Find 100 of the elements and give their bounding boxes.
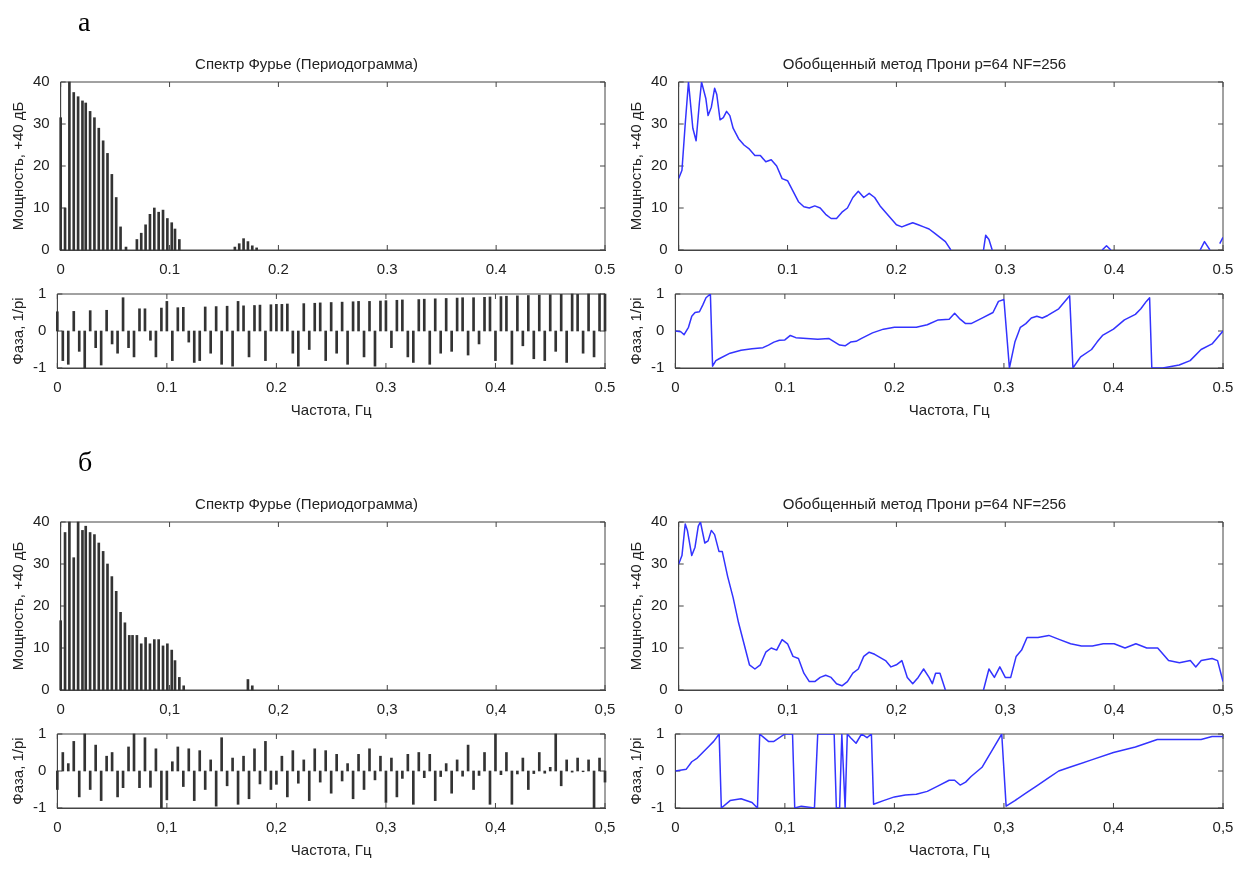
bar xyxy=(93,117,96,251)
bar xyxy=(231,757,234,772)
bar xyxy=(203,306,207,332)
bar xyxy=(444,298,448,332)
x-tick-label: 0,5 xyxy=(594,818,616,836)
bar xyxy=(516,295,519,332)
bar xyxy=(275,770,278,785)
bar xyxy=(390,330,393,348)
y-tick-label: 30 xyxy=(651,114,668,132)
bar xyxy=(181,770,185,787)
bar xyxy=(192,330,196,363)
bar xyxy=(131,635,134,691)
y-tick-label: 30 xyxy=(33,554,50,572)
bar xyxy=(472,297,475,332)
bar xyxy=(346,763,349,772)
y-tick-label: 0 xyxy=(659,240,668,258)
bar xyxy=(318,770,322,783)
x-tick-label: 0 xyxy=(53,818,62,836)
bar xyxy=(379,300,382,332)
bar xyxy=(93,534,96,691)
bar xyxy=(144,224,147,251)
bar xyxy=(559,294,563,332)
bar xyxy=(472,770,475,790)
bar xyxy=(66,330,70,365)
y-tick-label: 20 xyxy=(33,156,50,174)
x-tick-label: 0,5 xyxy=(1212,818,1234,836)
x-tick-label: 0,5 xyxy=(1212,700,1234,718)
bar xyxy=(72,311,76,332)
chart-title: Обобщенный метод Прони p=64 NF=256 xyxy=(782,495,1067,513)
y-tick-label: 10 xyxy=(33,198,50,216)
y-axis-title: Мощность, +40 дБ xyxy=(627,541,645,671)
bar xyxy=(84,102,88,251)
x-tick-label: 0.2 xyxy=(883,378,905,396)
bar xyxy=(565,330,568,363)
x-tick-label: 0.4 xyxy=(1103,378,1124,396)
x-axis-title: Частота, Гц xyxy=(290,401,372,419)
bar xyxy=(198,330,202,361)
x-tick-label: 0 xyxy=(671,378,680,396)
x-tick-label: 0,4 xyxy=(1103,818,1124,836)
x-axis-title: Частота, Гц xyxy=(908,401,990,419)
x-tick-label: 0.2 xyxy=(267,260,289,278)
x-tick-label: 0.1 xyxy=(774,378,796,396)
x-tick-label: 0,2 xyxy=(265,818,287,836)
bar xyxy=(357,301,360,332)
bar xyxy=(166,218,169,251)
bar xyxy=(554,330,558,352)
bar xyxy=(250,245,254,251)
x-tick-label: 0.5 xyxy=(1212,260,1234,278)
bar xyxy=(94,330,97,348)
bar xyxy=(587,293,590,332)
bar xyxy=(171,761,174,772)
bar xyxy=(231,330,234,367)
text: б xyxy=(78,446,93,478)
x-tick-label: 0.1 xyxy=(159,260,180,278)
bar xyxy=(242,238,245,251)
bar xyxy=(296,770,300,784)
bar xyxy=(59,117,63,251)
chart-title: Спектр Фурье (Периодограмма) xyxy=(195,495,418,513)
x-tick-label: 0 xyxy=(56,260,65,278)
y-tick-label: 1 xyxy=(37,724,47,742)
y-axis-title: Мощность, +40 дБ xyxy=(9,101,27,231)
bar xyxy=(88,770,92,790)
bar xyxy=(543,770,547,774)
bar xyxy=(428,330,432,365)
bar xyxy=(160,770,163,809)
x-tick-label: 0.5 xyxy=(594,260,616,278)
bar xyxy=(127,746,130,772)
x-tick-label: 0.1 xyxy=(777,260,798,278)
bar xyxy=(157,639,160,691)
bar xyxy=(149,770,152,788)
bar xyxy=(116,330,119,354)
x-tick-label: 0,3 xyxy=(994,700,1016,718)
bar xyxy=(106,563,109,691)
x-tick-label: 0,3 xyxy=(376,700,398,718)
x-axis-title: Частота, Гц xyxy=(908,841,990,859)
bar xyxy=(335,330,338,354)
bar xyxy=(170,222,174,251)
bar xyxy=(527,295,530,332)
bar xyxy=(532,770,536,774)
y-axis-title: Фаза, 1/pi xyxy=(9,297,27,365)
bar xyxy=(198,750,202,772)
bar xyxy=(138,770,141,788)
bar xyxy=(411,770,415,805)
bar xyxy=(264,330,267,361)
y-axis-title: Фаза, 1/pi xyxy=(627,737,645,805)
bar xyxy=(559,770,563,787)
bar xyxy=(483,297,486,332)
x-tick-label: 0 xyxy=(53,378,62,396)
bar xyxy=(324,750,328,772)
y-tick-label: 1 xyxy=(655,724,665,742)
bar xyxy=(537,294,541,332)
bar xyxy=(105,755,108,772)
x-tick-label: 0.5 xyxy=(1212,378,1234,396)
bar xyxy=(422,770,426,778)
bar xyxy=(157,211,160,251)
bar xyxy=(537,752,541,772)
bar xyxy=(56,311,59,332)
bar xyxy=(401,770,404,779)
bar xyxy=(417,752,421,772)
bar xyxy=(84,525,88,691)
